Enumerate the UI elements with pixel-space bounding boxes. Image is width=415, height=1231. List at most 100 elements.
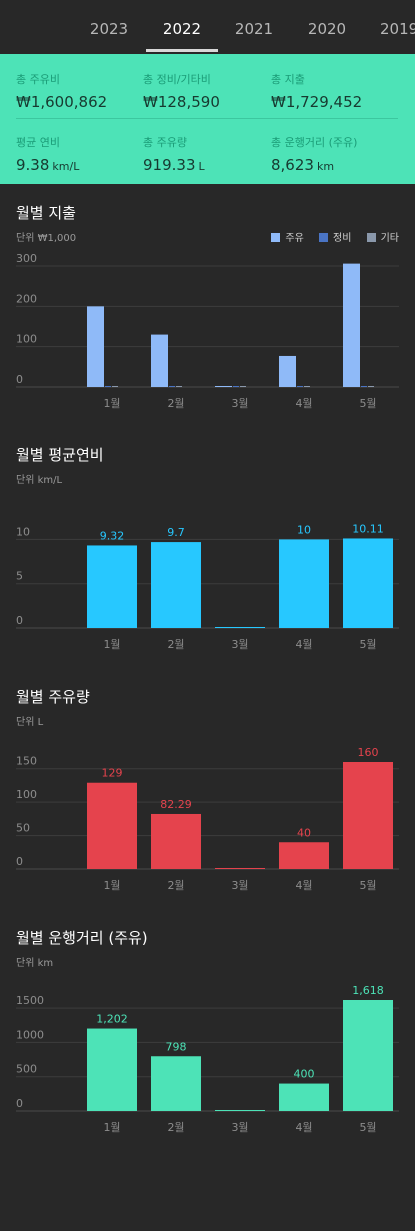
y-tick-label: 50 xyxy=(16,822,30,835)
y-tick-label: 0 xyxy=(16,1097,23,1110)
bar[interactable] xyxy=(105,386,111,387)
summary-unit: L xyxy=(198,160,205,173)
x-tick-label: 3월 xyxy=(231,638,248,651)
x-tick-label: 4월 xyxy=(295,879,312,892)
efficiency-section: 월별 평균연비 단위 km/L 0 5 10 9.32 1월 9.7 2월 3월 10 4월 10.… xyxy=(0,444,415,664)
bar[interactable] xyxy=(151,334,168,387)
tab-2021[interactable]: 2021 xyxy=(234,20,274,38)
y-tick-label: 1500 xyxy=(16,994,44,1007)
bar[interactable] xyxy=(368,386,374,387)
summary-label: 총 주유량 xyxy=(143,136,187,149)
bar[interactable] xyxy=(361,386,367,387)
legend-swatch xyxy=(271,233,281,242)
spending-section: 월별 지출 단위 ₩1,000 주유 정비 기타 0 100 200 300 1월 2월 3… xyxy=(0,202,415,422)
data-label: 160 xyxy=(358,746,379,759)
bar[interactable] xyxy=(297,386,303,387)
bar[interactable] xyxy=(151,813,201,869)
fuel-volume-section: 월별 주유량 단위 L 0 50 100 150 129 1월 82.29 2월 3월 40 4월 1… xyxy=(0,686,415,906)
data-label: 9.7 xyxy=(167,526,185,539)
legend-swatch xyxy=(319,233,328,242)
section-unit: 단위 km/L xyxy=(16,475,63,486)
bar[interactable] xyxy=(279,355,296,387)
summary-fuel-cost: 총 주유비 ₩1,600,862 xyxy=(16,71,107,111)
summary-label: 총 운행거리 (주유) xyxy=(271,136,358,149)
data-label: 129 xyxy=(102,767,123,780)
x-tick-label: 2월 xyxy=(167,397,184,410)
summary-value: ₩128,590 xyxy=(143,93,220,111)
bar[interactable] xyxy=(343,263,360,387)
bar[interactable] xyxy=(343,762,393,869)
section-title: 월별 운행거리 (주유) xyxy=(16,929,148,947)
bar[interactable] xyxy=(279,1083,329,1111)
summary-number: 9.38 xyxy=(16,156,50,174)
bar[interactable] xyxy=(87,545,137,628)
summary-panel: 총 주유비 ₩1,600,862 총 정비/기타비 ₩128,590 총 지출 … xyxy=(0,54,415,184)
y-tick-label: 300 xyxy=(16,252,37,265)
x-tick-label: 1월 xyxy=(103,397,120,410)
y-tick-label: 5 xyxy=(16,570,23,583)
data-label: 9.32 xyxy=(100,529,125,542)
section-unit: 단위 ₩1,000 xyxy=(16,233,77,244)
summary-unit: km/L xyxy=(52,160,80,173)
legend-label: 주유 xyxy=(285,233,304,244)
bar[interactable] xyxy=(343,538,393,628)
tab-2022[interactable]: 2022 xyxy=(162,20,202,38)
bar[interactable] xyxy=(343,1000,393,1111)
bar[interactable] xyxy=(87,306,104,387)
summary-value: 8,623 km xyxy=(271,156,357,174)
bar[interactable] xyxy=(215,1110,265,1111)
summary-value: ₩1,600,862 xyxy=(16,93,108,111)
data-label: 10.11 xyxy=(352,522,384,535)
x-tick-label: 2월 xyxy=(167,1121,184,1134)
summary-number: 8,623 xyxy=(271,156,314,174)
legend-label: 정비 xyxy=(333,233,352,244)
x-tick-label: 5월 xyxy=(359,879,376,892)
bar[interactable] xyxy=(215,386,232,387)
bar[interactable] xyxy=(176,386,182,387)
bar[interactable] xyxy=(279,842,329,869)
legend-item-other[interactable]: 기타 xyxy=(366,229,399,244)
year-tab-bar: 2023 2022 2021 2020 2019 xyxy=(0,0,415,54)
bar[interactable] xyxy=(87,782,137,869)
distance-section: 월별 운행거리 (주유) 단위 km 0 500 1000 1500 1,202 1월 79… xyxy=(0,927,415,1147)
bar[interactable] xyxy=(240,386,246,387)
data-label: 400 xyxy=(294,1068,315,1081)
spending-chart: 0 100 200 300 1월 2월 3월 4월 5월 xyxy=(16,252,399,410)
data-label: 82.29 xyxy=(160,798,192,811)
bar[interactable] xyxy=(169,386,175,387)
bar[interactable] xyxy=(215,627,265,628)
legend-item-maint[interactable]: 정비 xyxy=(319,229,351,244)
summary-maint-cost: 총 정비/기타비 ₩128,590 xyxy=(143,71,220,111)
bar[interactable] xyxy=(233,386,239,387)
tab-2023[interactable]: 2023 xyxy=(89,20,129,38)
legend-label: 기타 xyxy=(380,233,399,244)
tab-2019[interactable]: 2019 xyxy=(380,20,415,38)
section-unit: 단위 L xyxy=(16,717,44,728)
bar[interactable] xyxy=(215,868,265,869)
data-label: 40 xyxy=(297,826,311,839)
summary-total-distance: 총 운행거리 (주유) 8,623 km xyxy=(271,134,357,174)
summary-value: 919.33 L xyxy=(143,156,205,174)
bar[interactable] xyxy=(279,539,329,628)
data-label: 1,202 xyxy=(96,1013,128,1026)
bar[interactable] xyxy=(151,542,201,628)
bar[interactable] xyxy=(151,1056,201,1111)
bar[interactable] xyxy=(112,386,118,387)
summary-label: 평균 연비 xyxy=(16,136,60,149)
section-title: 월별 주유량 xyxy=(16,688,90,706)
y-tick-label: 10 xyxy=(16,525,30,538)
fuel-volume-chart: 0 50 100 150 129 1월 82.29 2월 3월 40 4월 160 5월 xyxy=(16,746,399,892)
bar[interactable] xyxy=(87,1028,137,1111)
bar[interactable] xyxy=(304,386,310,387)
summary-avg-efficiency: 평균 연비 9.38 km/L xyxy=(16,134,79,174)
summary-value: ₩1,729,452 xyxy=(271,93,363,111)
summary-label: 총 주유비 xyxy=(16,73,60,86)
tab-2020[interactable]: 2020 xyxy=(307,20,347,38)
x-tick-label: 3월 xyxy=(231,879,248,892)
y-tick-label: 100 xyxy=(16,788,37,801)
x-tick-label: 3월 xyxy=(231,397,248,410)
summary-divider xyxy=(16,118,398,119)
x-tick-label: 4월 xyxy=(295,638,312,651)
legend-item-fuel[interactable]: 주유 xyxy=(271,229,304,244)
y-tick-label: 1000 xyxy=(16,1028,44,1041)
